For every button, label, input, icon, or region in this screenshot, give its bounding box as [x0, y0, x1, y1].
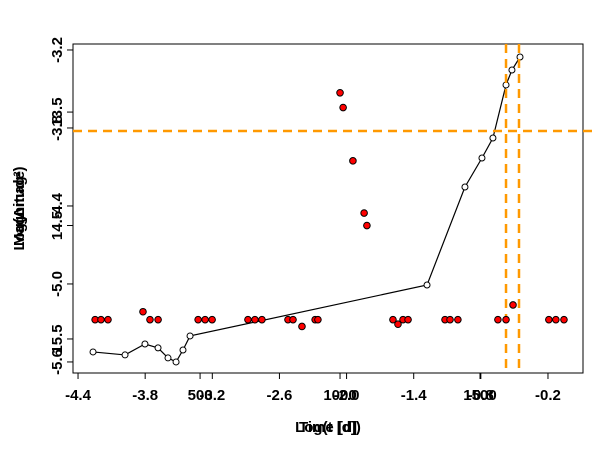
- data-point: [298, 322, 306, 331]
- x-tick-label: -3.8: [132, 387, 158, 404]
- data-point: [349, 157, 357, 165]
- data-point: [289, 315, 297, 324]
- data-point: [389, 315, 397, 324]
- data-point: [509, 301, 517, 309]
- data-point: [314, 315, 322, 324]
- x-tick-label: -2.0: [334, 387, 360, 404]
- x-tick-label: 1500: [463, 387, 496, 404]
- data-point: [97, 315, 105, 324]
- x-axis-title: Log(t [d]): [295, 419, 361, 436]
- y-tick-label: 15.5: [49, 324, 66, 353]
- y-axis-title: Magnitude: [11, 171, 28, 246]
- data-point: [146, 315, 154, 324]
- data-point: [446, 315, 454, 324]
- data-point: [194, 315, 202, 324]
- data-point: [336, 88, 344, 97]
- y-axis-title: Log(Δmag²): [11, 166, 28, 250]
- data-point: [89, 348, 97, 356]
- data-point: [164, 354, 172, 362]
- x-tick-label: -0.8: [468, 387, 494, 404]
- data-point: [508, 66, 516, 74]
- plot-frame: [72, 43, 584, 374]
- y-tick-label: -3.8: [49, 115, 66, 141]
- data-point: [494, 315, 502, 324]
- data-point: [139, 307, 147, 316]
- data-point: [461, 183, 469, 191]
- data-point: [552, 315, 560, 324]
- data-point: [423, 281, 431, 289]
- x-axis-title: Time [d]: [299, 419, 357, 436]
- data-point: [339, 103, 347, 112]
- data-point: [154, 344, 162, 352]
- x-tick-label: -3.2: [199, 387, 225, 404]
- data-point: [208, 315, 216, 324]
- x-tick-label: -0.2: [535, 387, 561, 404]
- x-tick-label: 1000: [323, 387, 356, 404]
- data-point: [545, 315, 553, 324]
- x-tick-label: 500: [188, 387, 213, 404]
- data-point: [502, 315, 510, 324]
- y-tick-label: -4.4: [49, 192, 66, 219]
- data-point: [251, 315, 259, 324]
- data-point: [201, 315, 209, 324]
- data-point: [560, 315, 568, 324]
- data-point: [489, 134, 497, 142]
- data-point: [141, 340, 149, 348]
- data-point: [121, 351, 129, 359]
- x-tick-label: -4.4: [65, 387, 92, 404]
- x-tick-label: -2.6: [267, 387, 293, 404]
- data-point: [404, 315, 412, 324]
- y-tick-label: -5.0: [49, 271, 66, 297]
- data-point: [244, 315, 252, 324]
- data-point: [478, 154, 486, 162]
- y-tick-label: -5.6: [49, 349, 66, 375]
- data-point: [179, 346, 187, 354]
- data-point: [360, 209, 368, 217]
- y-tick-label: 13.5: [49, 97, 66, 126]
- data-point: [186, 332, 194, 340]
- x-tick-label: -1.4: [401, 387, 428, 404]
- y-tick-label: 14.5: [49, 211, 66, 240]
- data-point: [104, 315, 112, 324]
- data-point: [172, 358, 180, 366]
- data-point: [454, 315, 462, 324]
- data-point: [154, 315, 162, 324]
- data-point: [258, 315, 266, 324]
- data-point: [394, 320, 402, 329]
- y-tick-label: -3.2: [49, 37, 66, 63]
- data-point: [363, 221, 371, 230]
